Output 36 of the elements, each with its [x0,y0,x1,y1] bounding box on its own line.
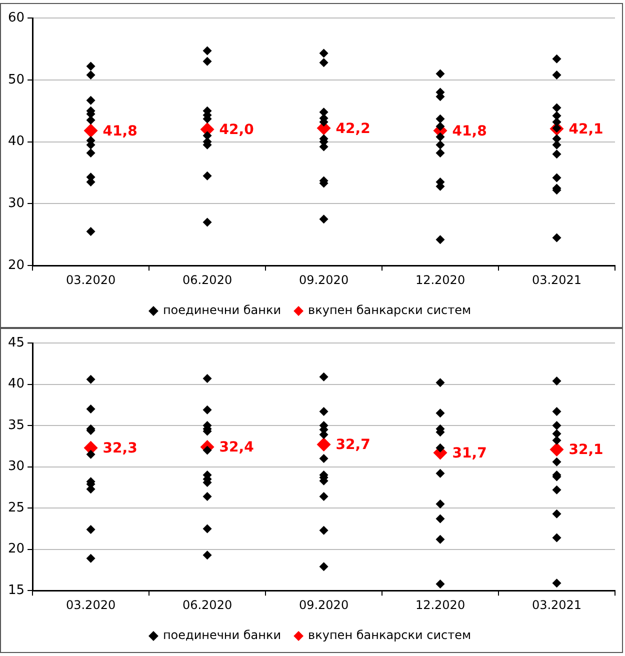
x-tick-label: 12.2020 [415,272,466,287]
x-tick-label: 09.2020 [298,272,349,287]
x-tick-label: 06.2020 [182,598,232,612]
data-label: 32,7 [336,437,370,454]
y-tick-label: 45 [8,335,25,350]
x-tick-label: 03.2020 [66,598,116,612]
data-label: 42,0 [219,122,254,138]
data-label: 31,7 [452,445,487,462]
legend-label: поединечни банки [162,303,282,318]
y-tick-label: 60 [8,10,25,26]
y-tick-label: 40 [8,134,25,150]
legend-label: вкупен банкарски систем [308,628,472,642]
x-tick-label: 06.2020 [182,272,232,287]
x-tick-label: 03.2021 [532,598,582,612]
x-tick-label: 03.2020 [66,272,116,287]
y-tick-label: 25 [8,500,25,516]
y-tick-label: 50 [8,72,25,88]
y-tick-label: 40 [8,376,25,392]
data-label: 32,3 [102,440,138,456]
data-label: 41,8 [102,123,138,140]
data-label: 41,8 [452,123,487,140]
x-tick-label: 03.2021 [532,272,582,287]
data-label: 42,1 [568,121,604,138]
data-label: 32,4 [219,440,254,456]
y-tick-label: 20 [8,258,25,273]
data-label: 32,1 [568,442,604,458]
x-tick-label: 12.2020 [415,598,466,612]
y-tick-label: 15 [8,582,25,598]
y-tick-label: 35 [8,418,25,433]
y-tick-label: 30 [8,459,25,474]
legend-label: вкупен банкарски систем [308,303,472,318]
data-label: 42,2 [336,120,370,137]
y-tick-label: 20 [8,542,25,557]
x-tick-label: 09.2020 [298,598,349,612]
legend-label: поединечни банки [162,628,282,642]
y-tick-label: 30 [8,196,25,212]
